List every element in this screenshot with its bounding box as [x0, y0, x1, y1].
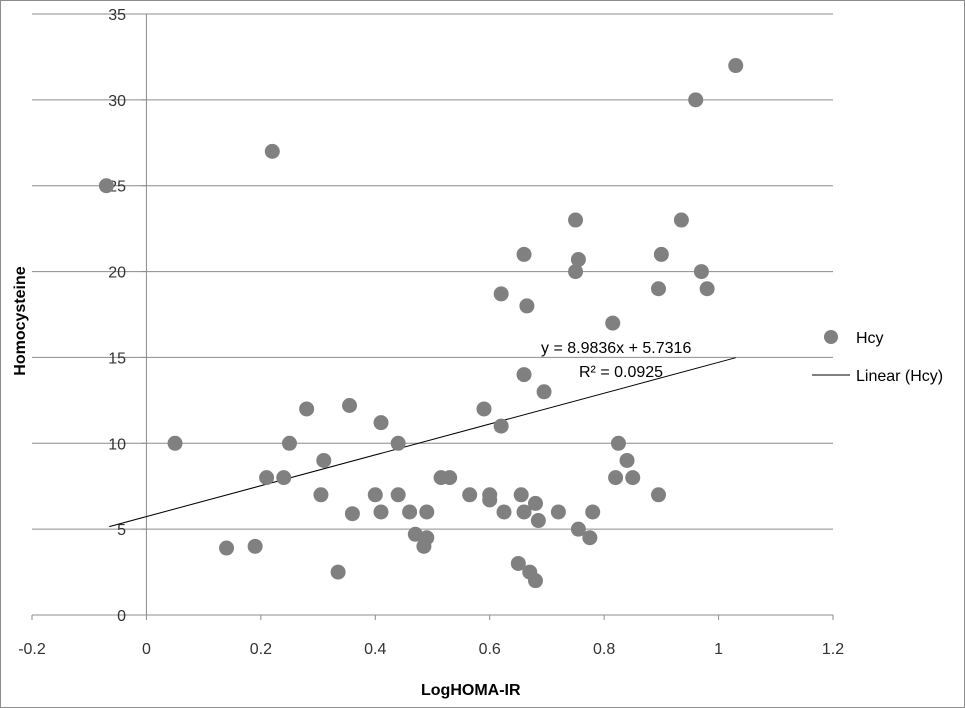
trendline-equation: y = 8.9836x + 5.7316: [541, 340, 691, 357]
data-point: [281, 435, 297, 451]
data-point: [570, 252, 586, 268]
legend-label-hcy: Hcy: [856, 330, 884, 347]
x-tick-label: -0.2: [18, 641, 46, 658]
data-point: [585, 504, 601, 520]
data-point: [419, 504, 435, 520]
data-point: [699, 281, 715, 297]
x-tick-label: 0.2: [250, 641, 272, 658]
data-point: [247, 538, 263, 554]
y-tick-label: 0: [117, 608, 126, 625]
x-tick-label: 0: [142, 641, 151, 658]
x-tick-label: 0.4: [364, 641, 386, 658]
data-point: [259, 470, 275, 486]
data-point: [476, 401, 492, 417]
data-point: [276, 470, 292, 486]
y-tick-label: 10: [108, 436, 126, 453]
data-point: [513, 487, 529, 503]
trendline-r-squared: R² = 0.0925: [579, 364, 663, 381]
data-points: [98, 58, 744, 589]
x-tick-labels: -0.2 0 0.2 0.4 0.6 0.8 1 1.2: [18, 641, 844, 658]
data-point: [536, 384, 552, 400]
data-point: [673, 212, 689, 228]
data-point: [493, 418, 509, 434]
data-point: [608, 470, 624, 486]
data-point: [330, 564, 346, 580]
data-point: [527, 495, 543, 511]
data-point: [373, 504, 389, 520]
y-tick-label: 5: [117, 522, 126, 539]
data-point: [728, 58, 744, 74]
data-point: [482, 492, 498, 508]
data-point: [568, 264, 584, 280]
data-point: [625, 470, 641, 486]
data-point: [650, 281, 666, 297]
trendline: [109, 357, 736, 528]
data-point: [344, 506, 360, 522]
data-point: [568, 212, 584, 228]
data-point: [167, 435, 183, 451]
data-point: [550, 504, 566, 520]
x-tick-label: 1: [714, 641, 723, 658]
x-tick-label: 0.8: [593, 641, 615, 658]
data-point: [390, 435, 406, 451]
data-point: [98, 178, 114, 194]
y-tick-label: 30: [108, 93, 126, 110]
data-point: [693, 264, 709, 280]
data-point: [219, 540, 235, 556]
data-point: [510, 555, 526, 571]
axes: [31, 13, 834, 620]
data-point: [373, 415, 389, 431]
trendline-group: [109, 357, 736, 528]
data-point: [313, 487, 329, 503]
legend-label-linear: Linear (Hcy): [856, 368, 943, 385]
data-point: [419, 530, 435, 546]
data-point: [582, 530, 598, 546]
data-point: [570, 521, 586, 537]
legend: Hcy Linear (Hcy): [812, 330, 943, 385]
data-point: [493, 286, 509, 302]
data-point: [402, 504, 418, 520]
data-point: [367, 487, 383, 503]
data-point: [390, 487, 406, 503]
data-point: [342, 398, 358, 414]
x-tick-label: 0.6: [479, 641, 501, 658]
gridlines: [32, 13, 833, 530]
data-point: [407, 526, 423, 542]
data-point: [527, 573, 543, 589]
data-point: [650, 487, 666, 503]
data-point: [496, 504, 512, 520]
y-tick-label: 20: [108, 265, 126, 282]
data-point: [516, 367, 532, 383]
data-point: [442, 470, 458, 486]
data-point: [316, 452, 332, 468]
y-tick-label: 15: [108, 350, 126, 367]
data-point: [462, 487, 478, 503]
data-point: [605, 315, 621, 331]
x-axis-title: LogHOMA-IR: [421, 682, 521, 699]
y-axis-title: Homocysteine: [12, 266, 29, 375]
data-point: [653, 246, 669, 262]
data-point: [519, 298, 535, 314]
legend-marker-hcy: [824, 330, 838, 344]
data-point: [516, 504, 532, 520]
y-tick-label: 35: [108, 7, 126, 24]
data-point: [299, 401, 315, 417]
data-point: [264, 143, 280, 159]
data-point: [530, 513, 546, 529]
data-point: [516, 246, 532, 262]
data-point: [619, 452, 635, 468]
x-tick-label: 1.2: [822, 641, 844, 658]
data-point: [610, 435, 626, 451]
data-point: [688, 92, 704, 108]
